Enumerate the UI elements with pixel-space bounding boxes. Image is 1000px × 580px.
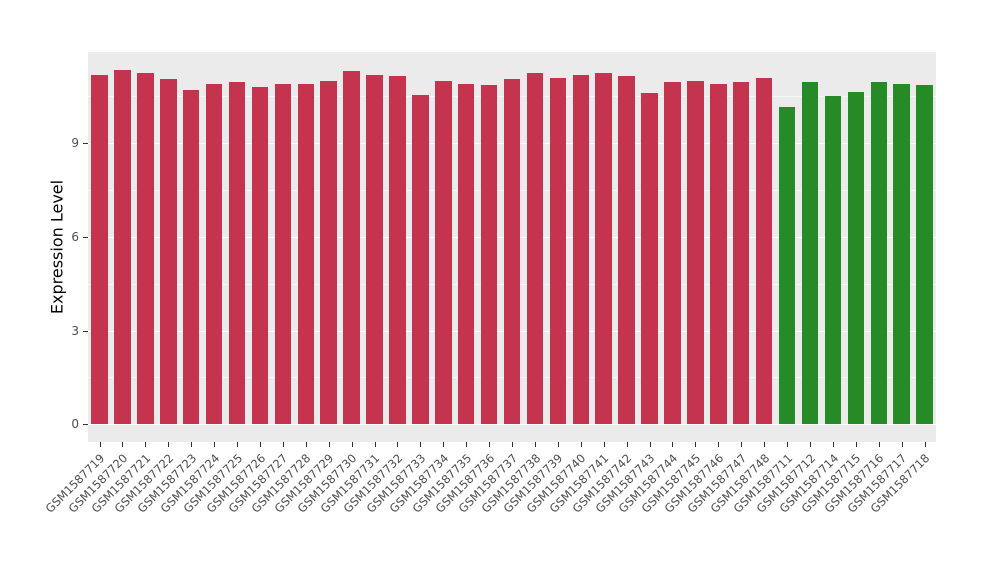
x-tick-mark [695,442,697,447]
x-tick-mark [672,442,674,447]
bar-GSM1587743 [641,93,658,425]
x-tick-mark [443,442,445,447]
bar-GSM1587739 [549,77,567,425]
bar-GSM1587712 [801,82,819,425]
y-tick-label: 9 [71,136,79,151]
bar-GSM1587734 [435,80,452,425]
bar-GSM1587723 [182,90,200,425]
y-tick-label: 3 [71,323,79,338]
bar-GSM1587742 [618,76,635,425]
x-tick-mark [557,442,559,447]
y-tick-label: 6 [71,229,79,244]
x-tick-mark [924,442,926,447]
bar-GSM1587744 [664,82,681,425]
x-tick-mark [512,442,513,447]
plot-panel [88,52,936,442]
x-tick-mark [168,442,170,447]
bar-GSM1587746 [710,83,727,425]
bar-GSM1587745 [687,80,704,425]
bar-GSM1587726 [251,87,269,425]
bar-GSM1587736 [480,85,498,425]
x-tick-mark [122,442,124,447]
bar-GSM1587740 [572,74,589,425]
x-tick-mark [351,442,353,447]
bar-GSM1587715 [847,91,864,425]
y-tick-mark [83,424,88,426]
bar-GSM1587725 [228,82,246,425]
x-tick-mark [145,442,147,447]
x-tick-mark [420,442,422,447]
x-tick-mark [282,442,284,447]
bar-GSM1587733 [412,94,429,425]
bar-GSM1587741 [595,72,612,425]
x-tick-mark [214,442,216,447]
x-tick-mark [397,442,399,447]
bar-GSM1587722 [160,79,177,425]
x-tick-mark [259,442,261,447]
bar-GSM1587735 [457,83,475,425]
bar-GSM1587747 [732,82,750,425]
y-tick-mark [83,236,88,238]
y-tick-label: 0 [71,417,79,432]
bar-GSM1587729 [320,80,337,425]
bar-GSM1587716 [870,82,887,425]
x-tick-mark [809,442,811,447]
bar-GSM1587737 [503,79,521,425]
x-tick-mark [305,442,307,447]
y-tick-mark [83,330,88,332]
x-tick-mark [764,442,766,447]
bar-GSM1587727 [274,83,292,425]
bar-GSM1587718 [916,85,933,425]
bar-GSM1587711 [778,107,796,425]
bar-GSM1587721 [137,72,154,425]
x-tick-mark [832,442,834,447]
bar-GSM1587732 [389,76,406,425]
x-tick-mark [99,442,101,447]
bar-GSM1587717 [893,83,910,425]
x-tick-mark [855,442,857,447]
bar-GSM1587730 [343,71,360,425]
major-gridline [88,424,936,426]
x-tick-mark [649,442,651,447]
x-tick-mark [901,442,903,447]
x-tick-mark [626,442,628,447]
x-tick-mark [489,442,491,447]
y-axis-title: Expression Level [47,179,67,315]
x-tick-mark [328,442,330,447]
bar-GSM1587738 [526,72,544,425]
bar-GSM1587728 [297,83,314,425]
bar-GSM1587714 [824,96,842,425]
x-tick-mark [466,442,468,447]
bar-GSM1587720 [114,69,131,425]
x-tick-mark [374,442,376,447]
bar-GSM1587731 [366,74,383,425]
y-tick-mark [83,143,88,145]
bar-GSM1587748 [755,77,773,425]
bar-GSM1587719 [91,74,108,425]
x-tick-mark [603,442,605,447]
x-tick-mark [237,442,238,447]
x-tick-mark [787,442,788,447]
x-tick-mark [718,442,720,447]
x-tick-mark [741,442,743,447]
x-tick-mark [534,442,536,447]
x-tick-mark [878,442,880,447]
x-tick-mark [191,442,193,447]
x-tick-mark [580,442,582,447]
bar-GSM1587724 [205,83,223,425]
